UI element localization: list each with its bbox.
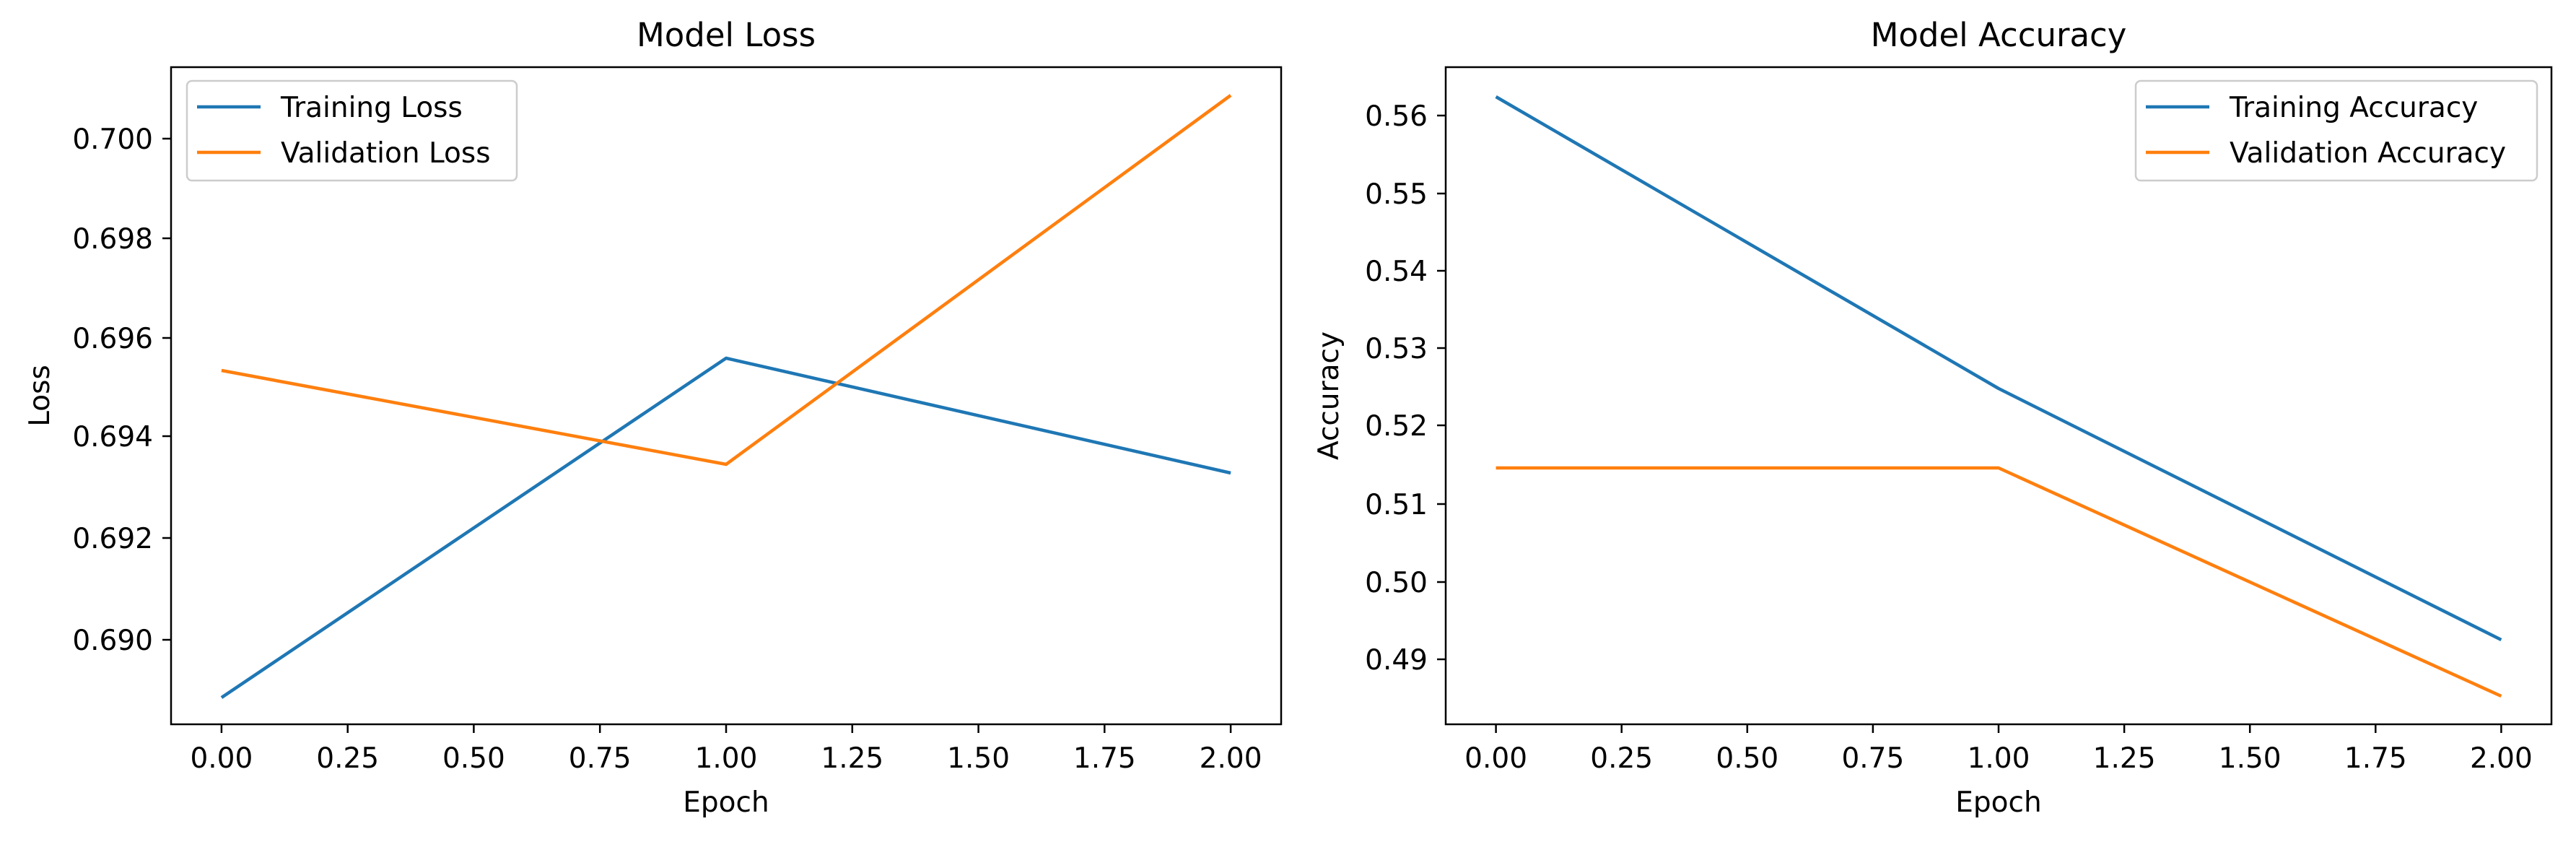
x-tick-label: 2.00 [2470,742,2533,775]
x-tick-label: 1.50 [947,742,1010,775]
x-tick-label: 2.00 [1200,742,1262,775]
x-tick-label: 0.50 [1716,742,1778,775]
y-ticks: 0.49 0.50 0.51 0.52 0.53 0.54 0.55 0.56 [1365,100,1446,677]
legend-box [185,79,518,182]
x-tick-label: 0.75 [1841,742,1904,775]
x-tick-label: 1.25 [2093,742,2156,775]
x-tick-label: 1.75 [1073,742,1136,775]
y-tick-label: 0.56 [1365,100,1428,133]
loss-chart: Model Loss 0.00 0.25 0.50 0.75 1.00 1.25… [24,16,1283,819]
y-tick-label: 0.52 [1365,410,1428,443]
x-ticks: 0.00 0.25 0.50 0.75 1.00 1.25 1.50 1.75 … [190,724,1262,775]
line-training-loss [220,356,1231,699]
y-tick-label: 0.690 [72,625,153,657]
y-tick-label: 0.51 [1365,489,1428,521]
y-tick-label: 0.50 [1365,567,1428,599]
x-tick-label: 1.00 [1968,742,2030,775]
x-tick-label: 0.25 [1590,742,1653,775]
legend: Training Accuracy Validation Accuracy [2134,79,2538,182]
y-axis-label: Accuracy [1313,331,1345,460]
legend: Training Loss Validation Loss [185,79,518,182]
legend-label-validation-accuracy: Validation Accuracy [2230,137,2506,170]
x-axis-label: Epoch [1955,786,2041,819]
x-tick-label: 1.25 [821,742,883,775]
legend-label-training-accuracy: Training Accuracy [2229,92,2478,124]
legend-label-validation-loss: Validation Loss [281,137,491,170]
legend-label-training-loss: Training Loss [280,92,463,124]
accuracy-chart: Model Accuracy 0.00 0.25 0.50 0.75 1.00 … [1313,16,2553,819]
y-tick-label: 0.698 [72,223,153,256]
chart-title: Model Loss [637,16,816,54]
line-validation-accuracy [1496,466,2502,698]
y-tick-label: 0.53 [1365,333,1428,365]
x-tick-label: 0.00 [1464,742,1527,775]
y-tick-label: 0.694 [72,421,153,453]
x-tick-label: 0.00 [190,742,253,775]
x-tick-label: 0.50 [442,742,505,775]
x-tick-label: 1.00 [695,742,758,775]
x-ticks: 0.00 0.25 0.50 0.75 1.00 1.25 1.50 1.75 … [1464,724,2533,775]
legend-box [2134,79,2538,182]
y-tick-label: 0.700 [72,123,153,156]
line-validation-loss [221,94,1232,466]
x-tick-label: 1.50 [2219,742,2282,775]
y-tick-label: 0.55 [1365,178,1428,211]
y-tick-label: 0.54 [1365,256,1428,288]
y-ticks: 0.690 0.692 0.694 0.696 0.698 0.700 [72,123,171,657]
x-tick-label: 0.25 [316,742,379,775]
y-axis-label: Loss [24,365,56,427]
chart-title: Model Accuracy [1871,16,2127,54]
y-tick-label: 0.692 [72,523,153,555]
line-training-accuracy [1495,95,2502,642]
x-tick-label: 0.75 [569,742,632,775]
x-tick-label: 1.75 [2344,742,2407,775]
x-axis-label: Epoch [683,786,769,819]
y-tick-label: 0.696 [72,323,153,355]
y-tick-label: 0.49 [1365,644,1428,677]
